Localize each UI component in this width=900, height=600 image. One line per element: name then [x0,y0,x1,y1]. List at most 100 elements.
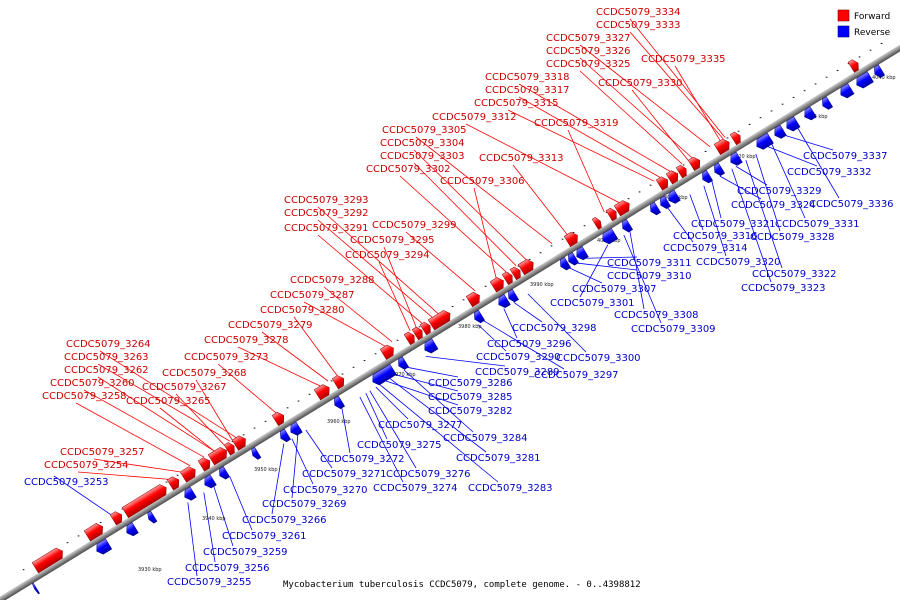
leader-line [405,231,476,292]
leader-line [403,369,474,433]
reverse-gene-label: CCDC5079_3324 [731,200,816,211]
reverse-gene [786,116,801,132]
leader-line [629,18,726,138]
reverse-gene-label: CCDC5079_3256 [185,563,270,574]
tick-label: 3950 kbp [254,467,278,473]
leader-line [689,194,704,231]
forward-gene [271,412,285,427]
gene-features [31,59,886,595]
reverse-gene [756,132,774,150]
forward-gene [166,476,180,491]
leader-line [719,175,762,200]
forward-gene [687,156,701,171]
reverse-gene-label: CCDC5079_3266 [242,515,327,526]
legend-forward-swatch [837,9,850,22]
leader-line [213,486,234,547]
reverse-gene-label: CCDC5079_3336 [809,199,894,210]
leader-line [755,153,781,232]
forward-gene-label: CCDC5079_3317 [485,85,570,96]
forward-gene-label: CCDC5079_3258 [42,391,127,402]
reverse-gene [804,106,817,121]
leader-line [674,65,721,141]
forward-gene-label: CCDC5079_3306 [440,176,525,187]
reverse-gene [372,363,397,386]
forward-gene [509,266,521,281]
reverse-gene-label: CCDC5079_3283 [468,483,553,494]
reverse-gene-label: CCDC5079_3298 [512,323,597,334]
leader-line [379,384,499,483]
forward-gene [223,442,235,456]
reverse-gene [219,466,231,480]
forward-gene [313,384,330,401]
forward-gene-label: CCDC5079_3294 [345,250,430,261]
reverse-gene-label: CCDC5079_3276 [386,469,471,480]
reverse-gene [290,421,303,436]
reverse-gene [126,522,139,537]
reverse-gene-label: CCDC5079_3270 [283,485,368,496]
forward-gene [675,164,687,179]
forward-gene-label: CCDC5079_3304 [380,138,465,149]
leader-line [359,396,404,483]
leader-line [365,393,388,440]
reverse-gene [474,309,486,324]
leader-line [785,135,834,151]
forward-gene [729,131,741,146]
leader-line [745,160,783,269]
reverse-gene-label: CCDC5079_3328 [750,232,835,243]
leader-line [477,324,507,352]
leader-line [159,407,215,452]
forward-gene-label: CCDC5079_3268 [162,368,247,379]
leader-line [293,316,338,376]
leader-line [407,367,459,378]
reverse-gene-label: CCDC5079_3272 [320,454,405,465]
reverse-gene [398,356,410,370]
leader-line [317,234,423,324]
leader-line [317,206,439,314]
reverse-gene [204,474,217,489]
gene-labels: CCDC5079_3334 CCDC5079_3333 CCDC5079_3327 C… [24,7,894,588]
reverse-gene [730,151,743,166]
forward-gene-label: CCDC5079_3267 [142,382,227,393]
reverse-gene [498,293,511,308]
forward-gene [501,271,513,285]
reverse-gene-label: CCDC5079_3281 [456,453,541,464]
reverse-gene [251,446,262,460]
leader-line [97,376,215,452]
reverse-gene [660,195,672,210]
reverse-gene-label: CCDC5079_3269 [262,499,347,510]
reverse-gene-label: CCDC5079_3320 [696,257,781,268]
reverse-gene [840,83,855,99]
forward-gene-label: CCDC5079_3312 [432,112,517,123]
forward-gene-label: CCDC5079_3293 [284,195,369,206]
leader-line [93,458,181,473]
leader-line [305,429,333,469]
tick-label: 3980 kbp [458,324,482,330]
reverse-gene-label: CCDC5079_3261 [222,531,307,542]
forward-gene-label: CCDC5079_3330 [598,78,683,89]
reverse-gene-label: CCDC5079_3323 [741,283,826,294]
backbone-rect [0,40,900,600]
tick-label: 4020 kbp [732,154,756,160]
leader-line [623,234,662,324]
tick-label: 3930 kbp [138,567,162,573]
reverse-gene [576,246,589,261]
reverse-gene-label: CCDC5079_3300 [556,353,641,364]
leader-line [303,301,386,347]
reverse-gene-label: CCDC5079_3329 [737,186,822,197]
leader-line [378,261,411,332]
leader-line [507,109,655,182]
leader-line [341,407,351,454]
forward-gene [231,435,246,451]
forward-gene [403,331,415,346]
reverse-gene [714,162,726,176]
reverse-gene [702,169,714,184]
leader-line [323,286,393,343]
legend-reverse-label: Reverse [854,28,891,38]
forward-gene-label: CCDC5079_3319 [534,118,619,129]
leader-line [579,44,711,148]
forward-gene [331,375,345,390]
reverse-gene-label: CCDC5079_3284 [443,433,528,444]
genome-caption: Mycobacterium tuberculosis CCDC5079, com… [283,580,641,590]
leader-line [703,185,727,257]
reverse-gene [147,510,158,524]
